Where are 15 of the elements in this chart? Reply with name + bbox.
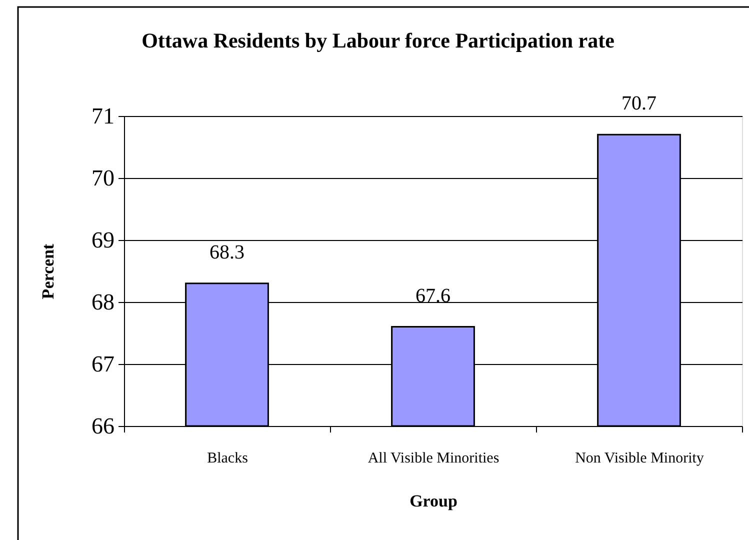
x-tick-label: All Visible Minorities xyxy=(368,450,500,466)
y-tick-label: 69 xyxy=(92,228,114,252)
x-tick-label: Blacks xyxy=(207,450,248,466)
y-tick-label: 67 xyxy=(92,352,114,376)
x-axis-title: Group xyxy=(410,492,458,510)
y-axis-title: Percent xyxy=(38,243,58,300)
data-label: 68.3 xyxy=(210,241,244,264)
y-tick-label: 66 xyxy=(92,414,114,438)
y-tick-label: 70 xyxy=(92,166,114,190)
chart-title: Ottawa Residents by Labour force Participation rate xyxy=(142,28,614,52)
y-tick-label: 71 xyxy=(92,104,114,128)
data-label: 70.7 xyxy=(622,92,656,115)
data-label: 67.6 xyxy=(416,284,450,307)
y-tick-label: 68 xyxy=(92,290,114,314)
x-tick-label: Non Visible Minority xyxy=(575,450,704,466)
